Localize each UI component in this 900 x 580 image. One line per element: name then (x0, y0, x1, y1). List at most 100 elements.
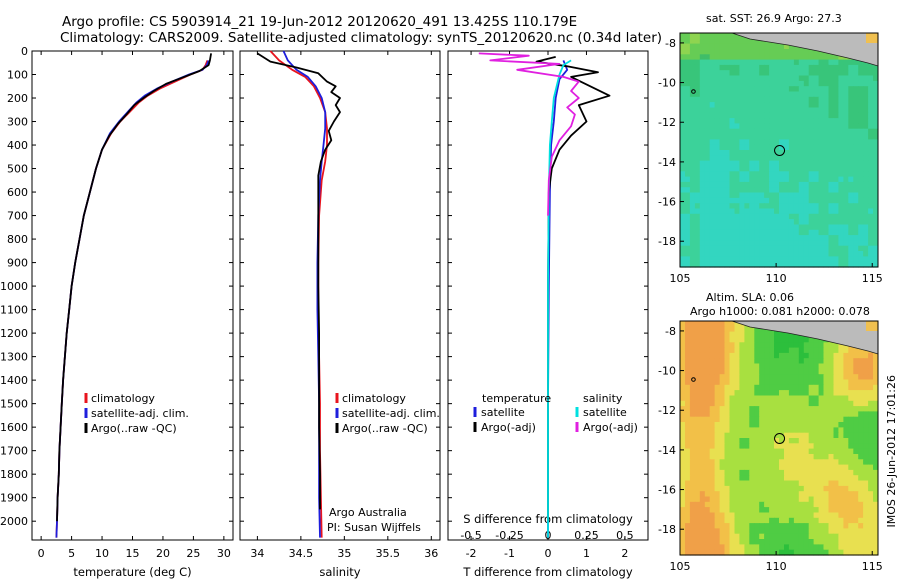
map-cell (759, 235, 765, 241)
map-cell (873, 107, 879, 114)
map-cell (858, 384, 864, 391)
map-cell (729, 432, 735, 439)
map-cell (689, 192, 696, 199)
map-cell (798, 352, 805, 359)
map-cell (828, 432, 834, 439)
map-cell (689, 512, 696, 519)
map-cell (724, 512, 730, 519)
map-cell (689, 160, 696, 167)
map-cell (828, 112, 834, 119)
map-cell (858, 181, 864, 188)
map-cell (694, 352, 701, 359)
map-cell (823, 150, 829, 156)
map-cell (828, 496, 834, 503)
map-cell (764, 416, 770, 423)
map-cell (858, 469, 864, 476)
map-cell (833, 166, 839, 172)
map-cell (709, 112, 716, 119)
map-cell (724, 432, 730, 439)
map-cell (828, 443, 834, 450)
map-cell (769, 187, 775, 194)
map-cell (788, 203, 795, 210)
map-cell (793, 80, 800, 87)
map-cell (784, 208, 790, 215)
temperature-legend-label: Argo(..raw -QC) (91, 422, 177, 435)
map-cell (843, 384, 849, 391)
plot-frame-salinity (239, 50, 441, 541)
map-cell (724, 144, 730, 151)
map-cell (689, 491, 696, 498)
map-cell (858, 261, 864, 268)
map-cell (729, 208, 735, 215)
map-cell (808, 240, 815, 247)
map-cell (808, 496, 815, 503)
map-cell (709, 416, 716, 423)
map-cell (680, 251, 686, 257)
map-cell (838, 123, 844, 130)
map-cell (689, 144, 696, 151)
map-cell (838, 374, 844, 381)
map-cell (808, 144, 815, 151)
map-cell (868, 102, 874, 108)
map-cell (779, 219, 785, 225)
map-cell (818, 176, 825, 183)
map-cell (823, 384, 829, 391)
map-cell (744, 139, 750, 146)
map-cell (734, 507, 740, 513)
map-cell (694, 96, 701, 103)
map-cell (699, 150, 706, 156)
map-cell (699, 118, 706, 124)
map-cell (764, 411, 770, 418)
map-cell (793, 91, 800, 98)
map-cell (803, 64, 810, 71)
map-cell (704, 352, 711, 359)
map-cell (774, 245, 780, 252)
map-cell (719, 219, 726, 225)
map-cell (689, 342, 696, 349)
map-cell (719, 91, 726, 98)
map-cell (843, 395, 849, 402)
map-cell (729, 464, 735, 471)
map-cell (843, 528, 849, 535)
map-y-tick-label: -8 (665, 37, 676, 50)
map-cell (774, 181, 780, 188)
map-cell (759, 160, 765, 167)
map-cell (685, 326, 691, 333)
s-diff-tick-label: 0.5 (616, 529, 634, 542)
map-cell (843, 139, 849, 146)
map-cell (808, 245, 815, 252)
map-cell (868, 155, 874, 162)
map-cell (689, 443, 696, 450)
map-cell (764, 203, 770, 210)
map-cell (724, 187, 730, 194)
map-cell (680, 144, 686, 151)
map-cell (739, 107, 745, 114)
map-cell (798, 501, 805, 508)
map-cell (744, 155, 750, 162)
map-cell (685, 427, 691, 434)
map-cell (754, 368, 760, 375)
map-cell (784, 70, 790, 77)
map-cell (848, 213, 854, 220)
map-cell (714, 187, 721, 194)
map-cell (729, 549, 735, 556)
map-cell (699, 427, 706, 434)
map-cell (774, 352, 780, 359)
map-cell (788, 384, 795, 391)
map-cell (858, 123, 864, 130)
map-cell (774, 507, 780, 513)
map-cell (788, 70, 795, 77)
map-cell (858, 176, 864, 183)
map-cell (724, 219, 730, 225)
sst-map-field (680, 33, 879, 268)
map-cell (808, 219, 815, 225)
map-cell (788, 128, 795, 135)
map-cell (774, 491, 780, 498)
map-cell (788, 171, 795, 178)
map-cell (858, 379, 864, 386)
map-cell (818, 512, 825, 519)
map-cell (858, 507, 864, 513)
map-cell (739, 112, 745, 119)
map-cell (704, 181, 711, 188)
map-cell (685, 368, 691, 375)
